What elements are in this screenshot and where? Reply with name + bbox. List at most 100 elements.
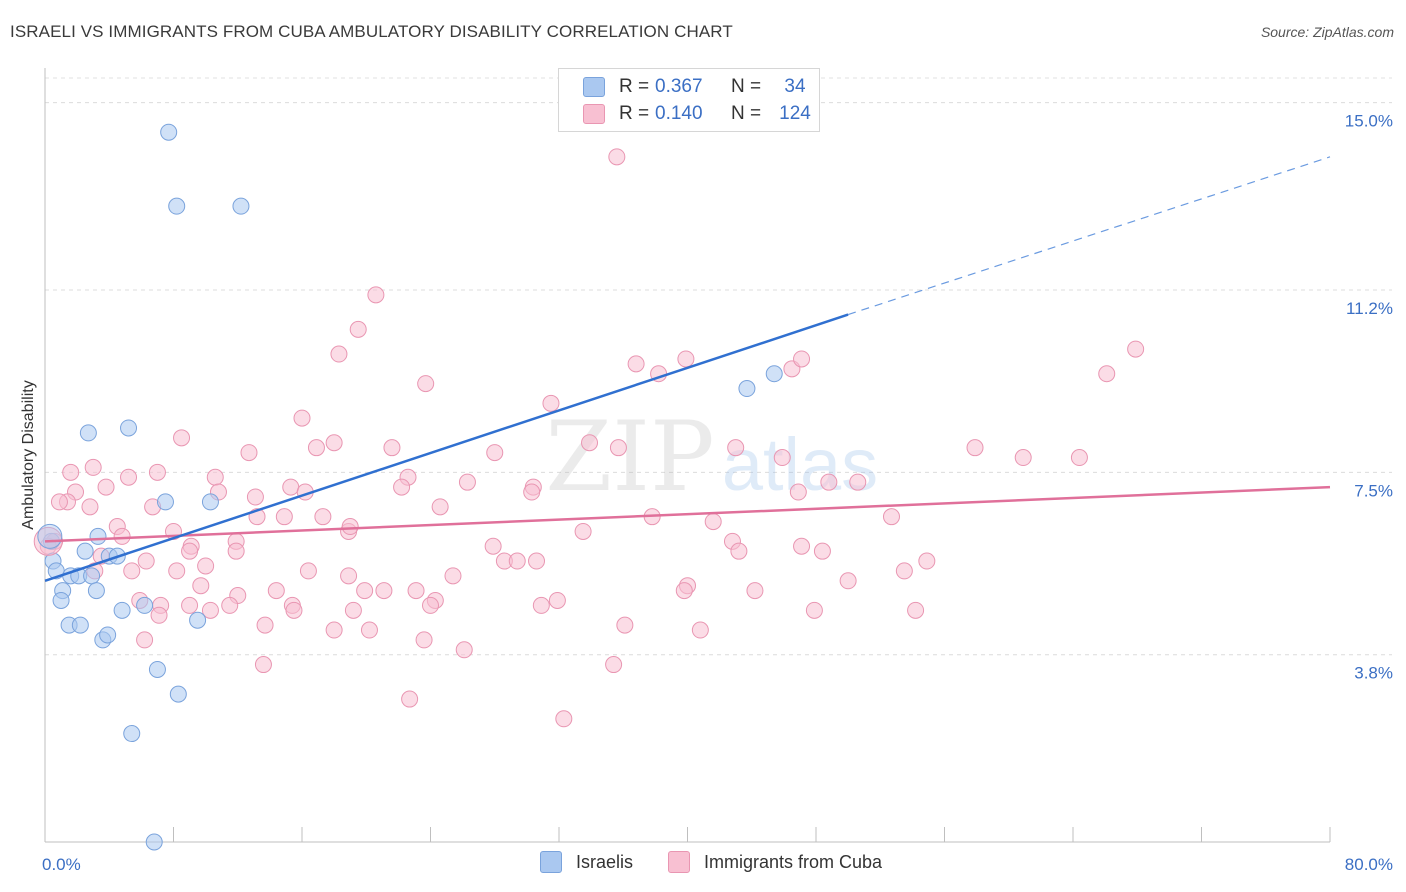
stats-legend: R = 0.367 N = 34 R = 0.140 N = 124 bbox=[558, 68, 820, 132]
point-cuba bbox=[882, 508, 900, 526]
point-cuba bbox=[1127, 340, 1145, 358]
point-cuba bbox=[330, 345, 348, 363]
trend-line-israelis-extension bbox=[847, 156, 1331, 316]
point-cuba bbox=[293, 409, 311, 427]
point-cuba bbox=[966, 439, 984, 457]
y-tick-label: 11.2% bbox=[1346, 299, 1393, 318]
point-cuba bbox=[444, 567, 462, 585]
point-cuba bbox=[197, 557, 215, 575]
bottom-legend-israelis: Israelis bbox=[540, 851, 633, 873]
point-cuba bbox=[422, 596, 439, 614]
point-cuba bbox=[267, 582, 285, 600]
point-israelis bbox=[232, 197, 250, 215]
point-cuba bbox=[805, 601, 823, 619]
watermark: ZIP atlas bbox=[545, 401, 878, 513]
point-cuba bbox=[285, 601, 303, 619]
point-israelis bbox=[189, 611, 207, 629]
point-cuba bbox=[246, 488, 264, 506]
point-cuba bbox=[256, 616, 274, 634]
point-cuba bbox=[341, 518, 359, 536]
point-israelis bbox=[160, 123, 178, 141]
point-cuba bbox=[137, 552, 155, 570]
point-cuba bbox=[201, 601, 219, 619]
point-cuba bbox=[120, 468, 138, 486]
point-cuba bbox=[608, 148, 626, 166]
legend-row-israelis: R = 0.367 N = 34 bbox=[583, 75, 815, 99]
bottom-legend-swatch-cuba bbox=[668, 851, 690, 873]
point-cuba bbox=[1014, 449, 1032, 467]
point-cuba bbox=[918, 552, 936, 570]
point-cuba bbox=[627, 355, 645, 373]
x-tick-label: 80.0% bbox=[1345, 855, 1393, 874]
point-cuba bbox=[325, 434, 343, 452]
point-cuba bbox=[192, 577, 210, 595]
source-label: Source: ZipAtlas.com bbox=[1260, 24, 1394, 40]
point-israelis bbox=[169, 685, 187, 703]
point-israelis bbox=[136, 596, 154, 614]
point-cuba bbox=[532, 596, 550, 614]
point-cuba bbox=[616, 616, 634, 634]
point-cuba bbox=[307, 439, 325, 457]
point-cuba bbox=[675, 582, 693, 600]
y-axis-label: Ambulatory Disability bbox=[20, 380, 37, 529]
point-israelis bbox=[37, 523, 63, 549]
point-cuba bbox=[907, 601, 925, 619]
point-cuba bbox=[240, 444, 258, 462]
point-cuba bbox=[1098, 365, 1116, 383]
point-cuba bbox=[206, 468, 224, 486]
point-israelis bbox=[99, 626, 117, 644]
point-cuba bbox=[150, 606, 168, 624]
point-cuba bbox=[84, 458, 102, 476]
point-israelis bbox=[738, 380, 756, 398]
point-cuba bbox=[849, 473, 867, 491]
point-israelis bbox=[765, 365, 783, 383]
point-cuba bbox=[393, 478, 411, 496]
point-cuba bbox=[415, 631, 433, 649]
point-cuba bbox=[227, 542, 245, 560]
point-cuba bbox=[793, 537, 811, 555]
point-cuba bbox=[344, 601, 362, 619]
point-cuba bbox=[383, 439, 401, 457]
axes bbox=[44, 68, 1331, 843]
point-israelis bbox=[113, 601, 131, 619]
point-israelis bbox=[87, 582, 105, 600]
point-israelis bbox=[148, 660, 166, 678]
bottom-legend-swatch-israelis bbox=[540, 851, 562, 873]
point-cuba bbox=[508, 552, 526, 570]
trend-lines bbox=[44, 156, 1331, 582]
point-cuba bbox=[360, 621, 378, 639]
point-cuba bbox=[727, 439, 745, 457]
point-cuba bbox=[282, 478, 300, 496]
point-cuba bbox=[839, 572, 857, 590]
point-cuba bbox=[349, 320, 367, 338]
point-israelis bbox=[52, 591, 70, 609]
point-cuba bbox=[486, 444, 504, 462]
point-cuba bbox=[455, 641, 473, 659]
bottom-legend-label-cuba: Immigrants from Cuba bbox=[704, 851, 883, 872]
r-label: R = bbox=[619, 76, 650, 97]
point-cuba bbox=[458, 473, 476, 491]
r-value: 0.140 bbox=[655, 103, 703, 124]
point-israelis bbox=[120, 419, 138, 437]
point-cuba bbox=[555, 710, 573, 728]
r-label: R = bbox=[619, 103, 650, 124]
legend-swatch-israelis bbox=[583, 77, 605, 97]
point-cuba bbox=[1070, 449, 1088, 467]
point-cuba bbox=[181, 542, 199, 560]
point-cuba bbox=[254, 656, 272, 674]
n-label: N = bbox=[731, 103, 762, 124]
point-cuba bbox=[221, 596, 239, 614]
point-cuba bbox=[136, 631, 154, 649]
point-cuba bbox=[417, 375, 435, 393]
point-cuba bbox=[581, 434, 599, 452]
point-cuba bbox=[181, 596, 199, 614]
point-cuba bbox=[148, 463, 166, 481]
point-cuba bbox=[62, 463, 80, 481]
point-israelis bbox=[83, 567, 101, 585]
point-cuba bbox=[691, 621, 709, 639]
n-value: 124 bbox=[779, 103, 811, 124]
y-tick-label: 7.5% bbox=[1354, 481, 1393, 500]
point-israelis bbox=[79, 424, 97, 442]
point-israelis bbox=[123, 725, 141, 743]
